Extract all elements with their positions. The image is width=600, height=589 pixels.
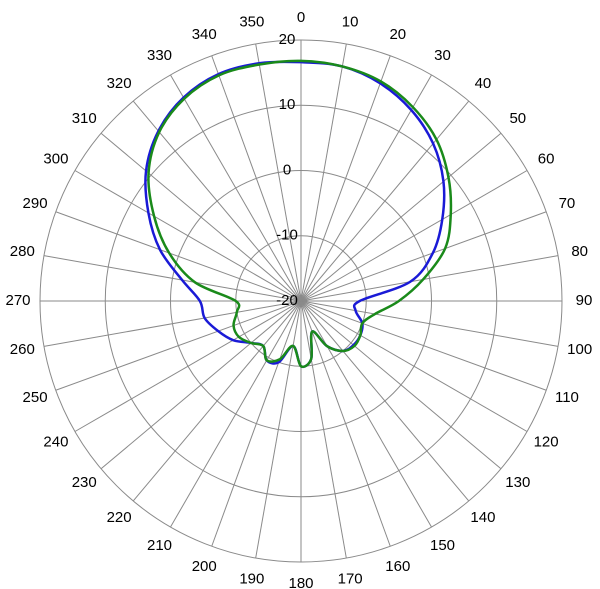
angle-label: 40 bbox=[475, 75, 492, 92]
radial-label: -10 bbox=[276, 227, 298, 244]
grid-spoke bbox=[55, 211, 302, 302]
angle-label: 200 bbox=[192, 558, 217, 575]
angle-label: 100 bbox=[567, 341, 592, 358]
grid-spoke bbox=[100, 300, 302, 470]
angle-label: 210 bbox=[147, 537, 172, 554]
grid-spoke bbox=[170, 300, 302, 528]
angle-label: 0 bbox=[297, 9, 305, 26]
grid-spoke bbox=[300, 170, 528, 302]
angle-label: 80 bbox=[571, 243, 588, 260]
angle-label: 180 bbox=[288, 575, 313, 589]
angle-label: 190 bbox=[239, 571, 264, 588]
grid-spoke bbox=[74, 170, 302, 302]
angle-label: 150 bbox=[430, 537, 455, 554]
grid-spoke bbox=[300, 300, 347, 559]
angle-label: 90 bbox=[576, 292, 593, 309]
angle-label: 320 bbox=[107, 75, 132, 92]
angle-label: 160 bbox=[385, 558, 410, 575]
grid-spoke bbox=[255, 43, 302, 302]
radial-label: 0 bbox=[283, 161, 291, 178]
grid-spoke bbox=[211, 300, 302, 547]
grid-spoke bbox=[300, 255, 559, 302]
grid-spoke bbox=[43, 255, 302, 302]
grid-spoke bbox=[211, 55, 302, 302]
grid-spoke bbox=[300, 132, 502, 302]
angle-label: 30 bbox=[434, 47, 451, 64]
grid-spoke bbox=[255, 300, 302, 559]
angle-label: 240 bbox=[43, 433, 68, 450]
angle-label: 300 bbox=[43, 150, 68, 167]
grid-spoke bbox=[43, 300, 302, 347]
angle-label: 330 bbox=[147, 47, 172, 64]
angle-label: 70 bbox=[559, 195, 576, 212]
radial-label: 20 bbox=[279, 31, 296, 48]
angle-label: 130 bbox=[505, 474, 530, 491]
angle-label: 50 bbox=[509, 110, 526, 127]
grid-spoke bbox=[300, 74, 432, 302]
grid-spoke bbox=[74, 300, 302, 432]
angle-label: 350 bbox=[239, 13, 264, 30]
angle-label: 110 bbox=[555, 389, 579, 406]
angle-label: 270 bbox=[5, 292, 30, 309]
radial-label: -20 bbox=[276, 292, 298, 309]
angle-label: 250 bbox=[23, 389, 48, 406]
angle-label: 170 bbox=[338, 571, 363, 588]
grid-spoke bbox=[132, 100, 302, 302]
grid-spoke bbox=[300, 300, 559, 347]
grid-spoke bbox=[300, 300, 391, 547]
angle-label: 10 bbox=[342, 13, 359, 30]
angle-label: 340 bbox=[192, 26, 217, 43]
angle-label: 310 bbox=[72, 110, 97, 127]
grid-spoke bbox=[300, 100, 470, 302]
angle-label: 140 bbox=[470, 509, 495, 526]
grid-spoke bbox=[300, 55, 391, 302]
grid-spoke bbox=[300, 43, 347, 302]
pattern-line bbox=[147, 59, 453, 369]
angle-label: 230 bbox=[72, 474, 97, 491]
angle-label: 20 bbox=[389, 26, 406, 43]
grid-spoke bbox=[300, 300, 502, 470]
radial-label: 10 bbox=[279, 96, 296, 113]
grid-spoke bbox=[55, 300, 302, 391]
grid-spoke bbox=[300, 300, 470, 502]
grid-spoke bbox=[300, 211, 547, 302]
grid-spoke bbox=[300, 300, 528, 432]
angle-label: 290 bbox=[23, 195, 48, 212]
angle-label: 120 bbox=[534, 433, 559, 450]
grid-spoke bbox=[100, 132, 302, 302]
angle-label: 60 bbox=[538, 150, 555, 167]
angle-label: 260 bbox=[10, 341, 35, 358]
angle-label: 220 bbox=[107, 509, 132, 526]
grid-spoke bbox=[132, 300, 302, 502]
grid-spoke bbox=[300, 300, 432, 528]
grid-spoke bbox=[170, 74, 302, 302]
angle-label: 280 bbox=[10, 243, 35, 260]
grid-spoke bbox=[300, 300, 547, 391]
